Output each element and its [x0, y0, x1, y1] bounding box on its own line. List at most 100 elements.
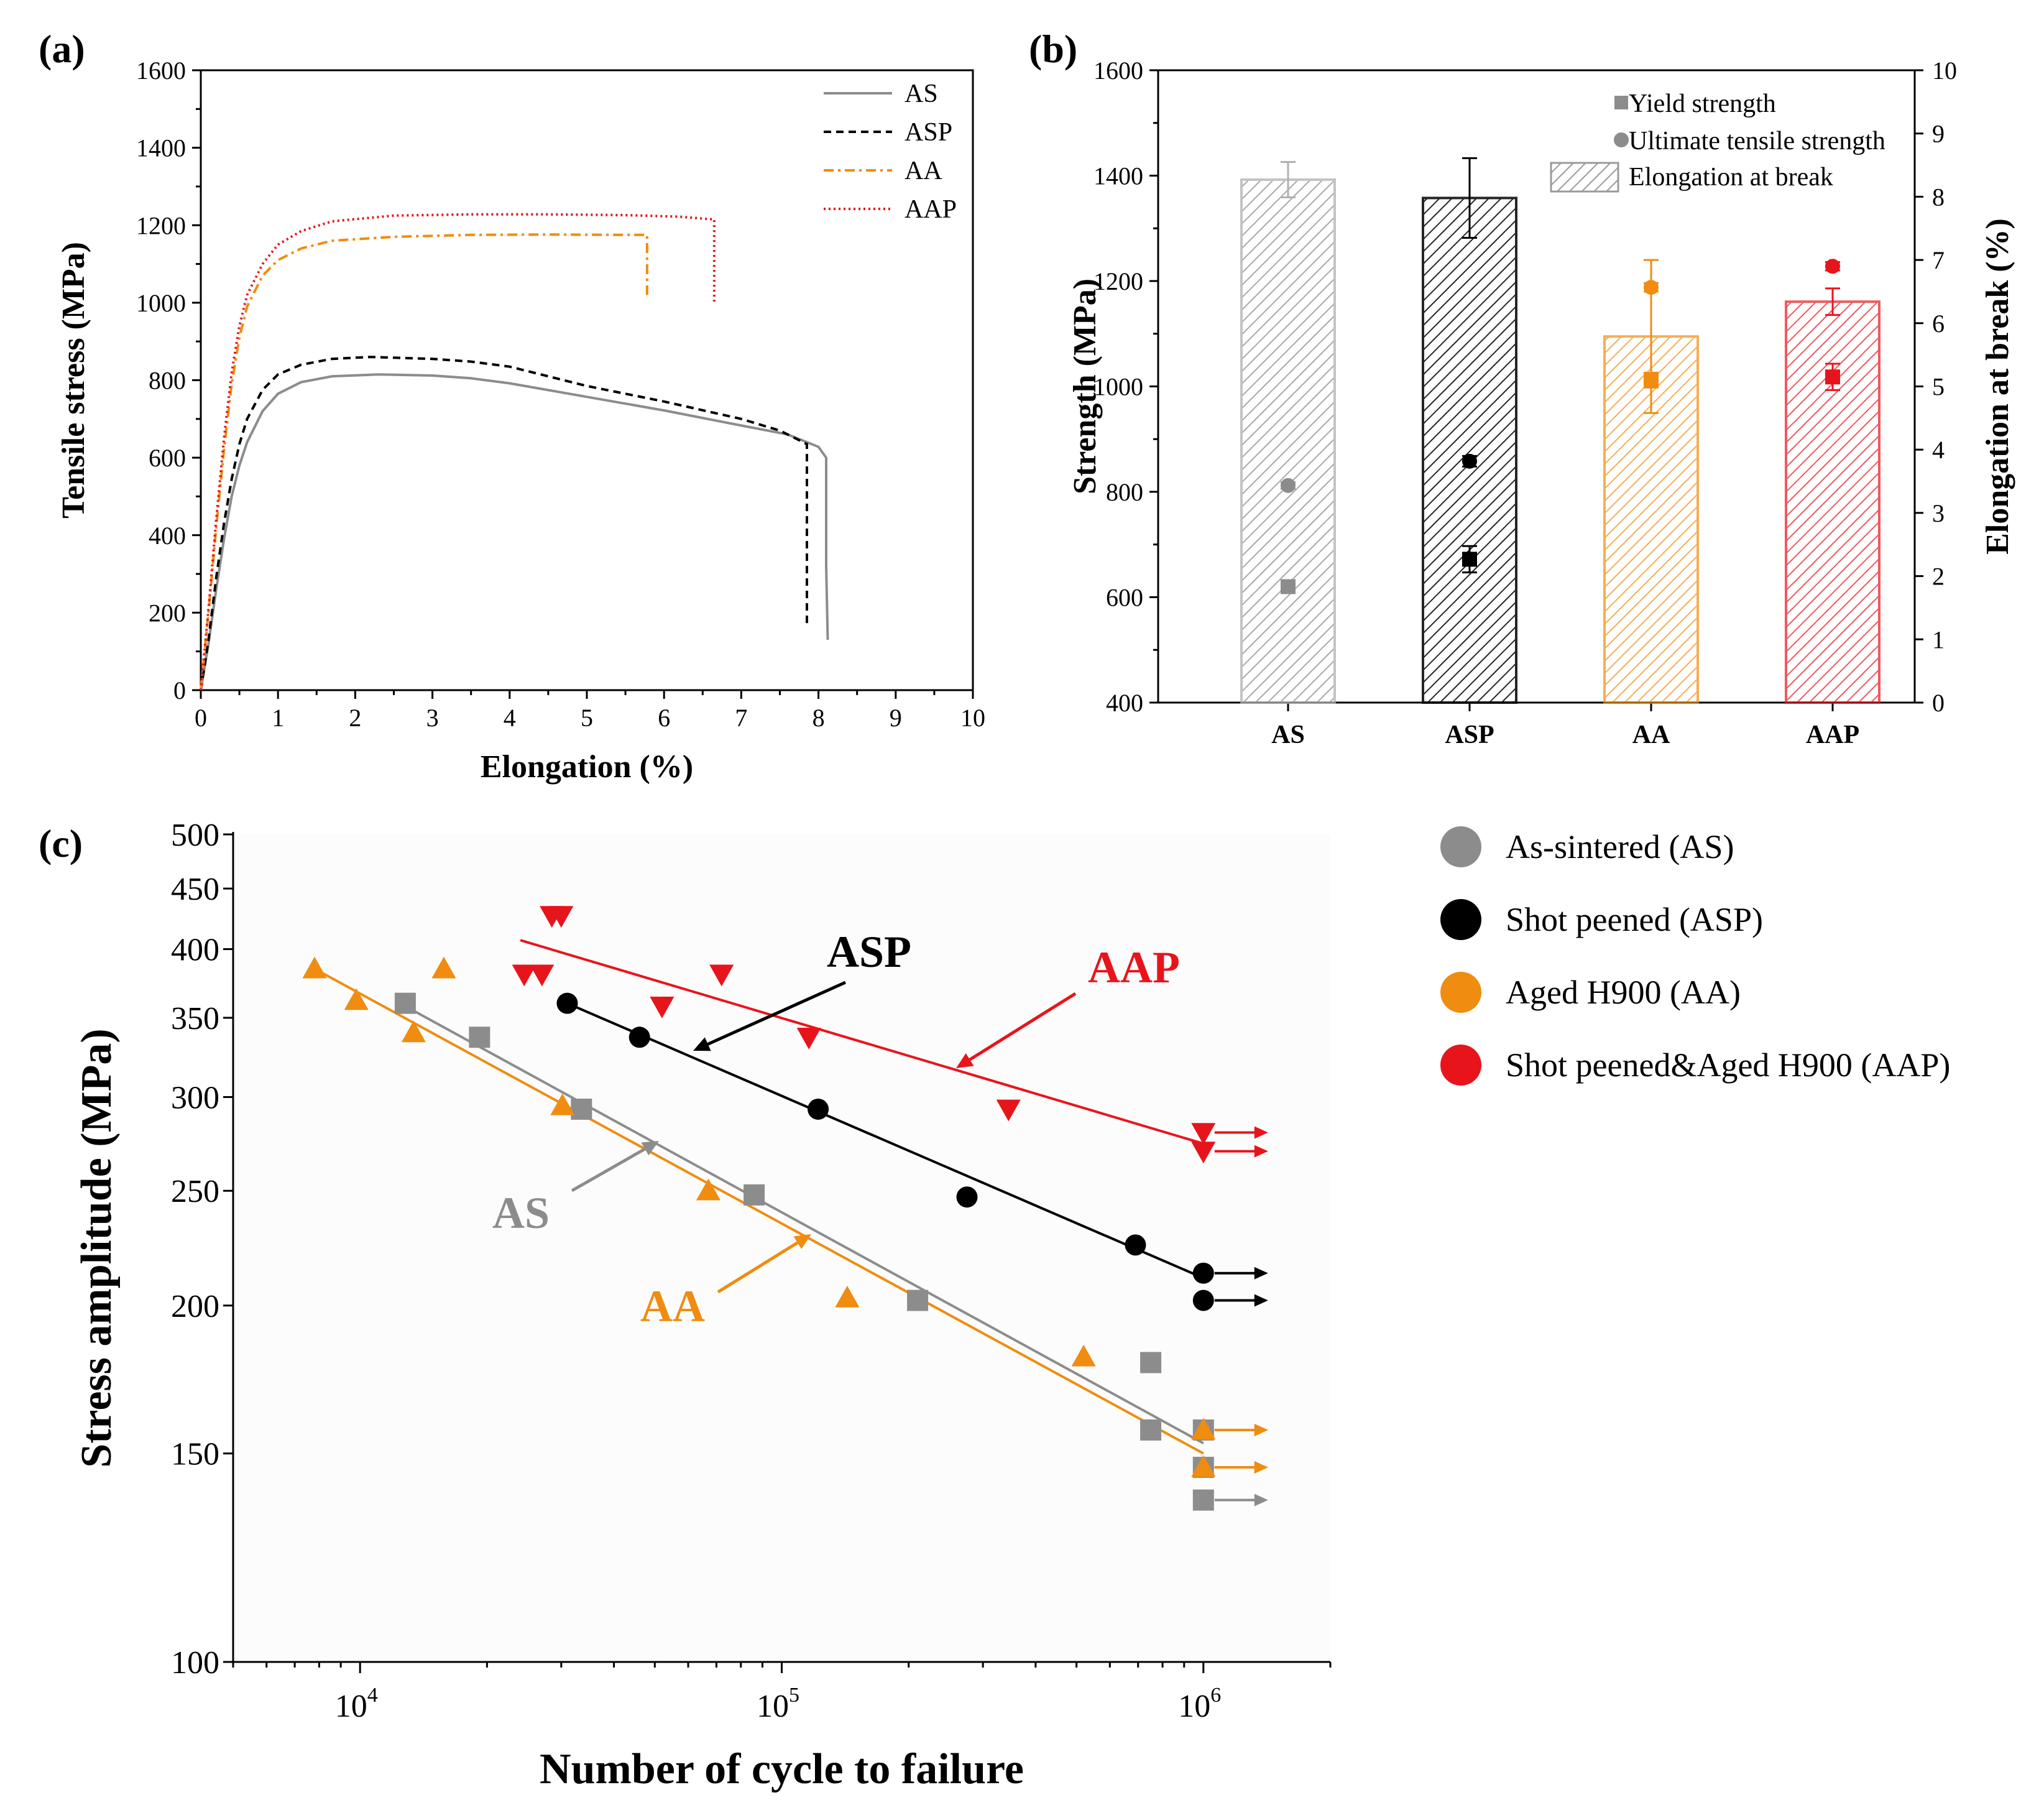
y-tick-label: 300 — [171, 1080, 219, 1115]
curve-aa — [200, 233, 648, 691]
runout-arrowhead-aap — [1254, 1126, 1268, 1139]
y-tick-label: 350 — [171, 1001, 219, 1036]
y-tick-label: 250 — [171, 1174, 219, 1209]
annotation-arrowhead-as — [641, 1141, 659, 1156]
x-tick-label: 3 — [426, 704, 439, 732]
legend-swatch-yield — [1614, 96, 1628, 109]
x-tick-label: 1 — [272, 704, 284, 732]
data-point-as — [469, 1027, 490, 1048]
annotation-arrow-aap — [969, 992, 1077, 1061]
y-tick-label: 1400 — [1093, 162, 1143, 190]
legend-swatch-elongation — [1550, 162, 1619, 193]
x-tick-label: 106 — [1178, 1684, 1221, 1724]
annotation-aap: AAP — [1088, 943, 1180, 992]
data-point-aa — [302, 956, 327, 979]
data-point-as — [1140, 1352, 1162, 1373]
y2-tick-label: 0 — [1932, 689, 1945, 717]
y2-tick-label: 5 — [1932, 373, 1945, 401]
data-point-aap — [996, 1099, 1021, 1122]
yield-marker-aa — [1644, 372, 1659, 388]
runout-arrowhead-aap — [1254, 1145, 1268, 1158]
annotation-as: AS — [492, 1188, 550, 1238]
legend-label-aa: AA — [905, 157, 942, 185]
category-label-aa: AA — [1632, 721, 1670, 749]
uts-marker-aap — [1825, 259, 1840, 274]
runout-point-aa — [1191, 1418, 1216, 1440]
annotation-arrow-asp — [707, 981, 847, 1046]
legend-label-3: Shot peened&Aged H900 (AAP) — [1506, 1046, 1950, 1084]
runout-arrowhead-as — [1254, 1493, 1268, 1507]
y2-tick-label: 6 — [1932, 310, 1945, 338]
annotation-aa: AA — [640, 1281, 705, 1331]
fit-line-asp — [566, 1002, 1204, 1280]
y-tick-label: 1000 — [136, 289, 186, 317]
y-tick-label: 1000 — [1093, 373, 1143, 401]
yield-marker-as — [1281, 579, 1296, 594]
yield-marker-aap — [1825, 369, 1840, 385]
curve-aap — [200, 213, 716, 691]
fit-line-aa — [314, 967, 1204, 1455]
y2-tick-label: 7 — [1932, 246, 1945, 274]
data-point-aa — [696, 1178, 721, 1201]
uts-marker-aa — [1644, 280, 1659, 295]
fit-line-aap — [520, 939, 1204, 1145]
runout-point-as — [1192, 1489, 1214, 1511]
x-tick-label: 0 — [195, 704, 207, 732]
category-label-asp: ASP — [1445, 721, 1494, 749]
y2-axis-label: Elongation at break (%) — [1980, 218, 2015, 555]
data-point-as — [1140, 1419, 1162, 1441]
y-tick-label: 400 — [171, 933, 219, 968]
yield-marker-asp — [1462, 551, 1477, 567]
data-point-asp — [1125, 1234, 1146, 1256]
x-tick-label: 4 — [504, 704, 516, 732]
runout-arrowhead-asp — [1254, 1294, 1268, 1307]
annotation-asp: ASP — [827, 927, 911, 977]
annotation-arrowhead-aap — [956, 1053, 974, 1068]
data-point-asp — [808, 1098, 829, 1120]
x-tick-label: 9 — [890, 704, 902, 732]
y-tick-label: 600 — [149, 444, 186, 472]
y-tick-label: 500 — [171, 818, 219, 853]
curve-as — [200, 373, 829, 691]
fit-line-as — [404, 1005, 1204, 1445]
legend-label-as: AS — [905, 80, 938, 108]
runout-point-aap — [1191, 1142, 1216, 1164]
data-point-as — [907, 1290, 929, 1311]
y-tick-label: 800 — [149, 367, 186, 395]
strength-bar-chart: 400 600 800 1000 1200 1400 1600 0 1 2 3 4 5 6 7 8 9 10 Str… — [1067, 57, 2015, 749]
panel-label-c: (c) — [39, 821, 83, 865]
elongation-bar-asp — [1422, 196, 1517, 704]
y-tick-label: 600 — [1106, 584, 1143, 612]
data-point-aap — [796, 1027, 821, 1050]
x-tick-label: 104 — [335, 1684, 378, 1724]
legend-label-elongation: Elongation at break — [1629, 163, 1833, 191]
legend-swatch-1 — [1440, 899, 1481, 940]
category-label-as: AS — [1271, 721, 1305, 749]
data-point-aap — [512, 964, 536, 987]
y-tick-label: 1600 — [136, 57, 186, 85]
y2-tick-label: 10 — [1932, 57, 1957, 85]
x-tick-label: 6 — [658, 704, 670, 732]
legend-label-0: As-sintered (AS) — [1506, 828, 1734, 865]
legend-label-uts: Ultimate tensile strength — [1629, 127, 1885, 155]
legend-swatch-3 — [1440, 1045, 1481, 1086]
data-point-as — [743, 1184, 765, 1206]
tensile-curve-chart: 0 1 2 3 4 5 6 7 8 9 10 0 200 400 600 800 1000 1200 1400 160… — [56, 57, 985, 785]
runout-point-aap — [1191, 1123, 1216, 1145]
y-tick-label: 450 — [171, 872, 219, 907]
x-tick-label: 2 — [349, 704, 361, 732]
plot-background — [233, 834, 1330, 1662]
y2-tick-label: 1 — [1932, 625, 1945, 653]
data-point-aa — [550, 1093, 575, 1115]
elongation-bar-aap — [1785, 300, 1881, 704]
y-axis-label: Stress amplitude (MPa) — [73, 1028, 121, 1467]
y-tick-label: 200 — [149, 599, 186, 627]
x-tick-label: 5 — [581, 704, 593, 732]
data-point-aa — [344, 988, 369, 1010]
legend-swatch-0 — [1440, 826, 1481, 867]
elongation-bar-as — [1240, 178, 1336, 704]
y-tick-label: 1200 — [136, 211, 186, 239]
data-point-as — [394, 992, 416, 1014]
legend-label-yield: Yield strength — [1629, 90, 1776, 118]
